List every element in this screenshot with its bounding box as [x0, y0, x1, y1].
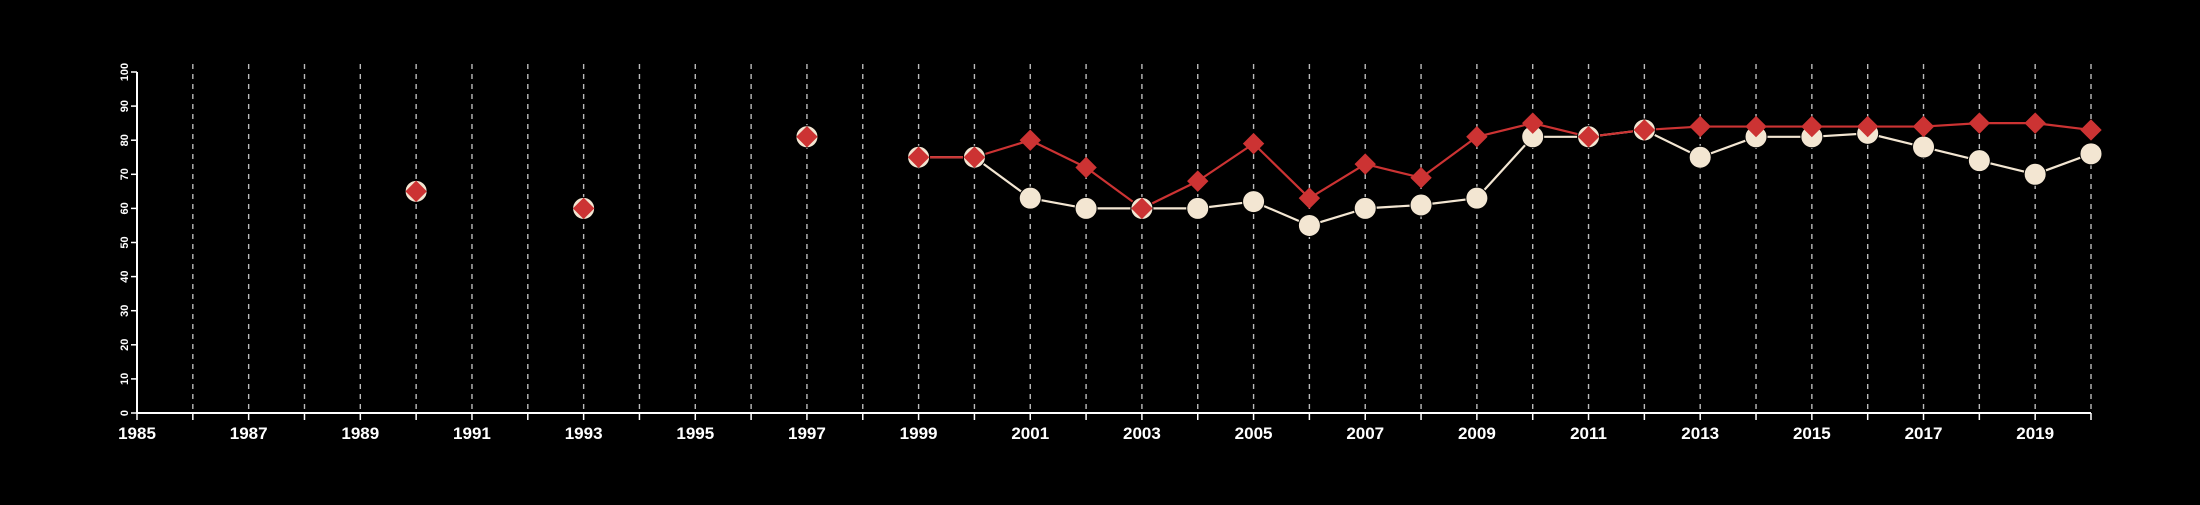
x-tick-label: 2015 — [1793, 424, 1831, 443]
y-tick-label: 60 — [119, 202, 131, 214]
data-point-diamond — [1522, 112, 1544, 134]
x-tick-label: 1987 — [230, 424, 268, 443]
data-point-diamond — [963, 146, 986, 168]
y-tick-label: 40 — [119, 270, 131, 282]
y-tick-label: 20 — [119, 339, 131, 351]
data-point-diamond — [572, 197, 595, 220]
data-point-circle — [1688, 145, 1712, 169]
series-line-segment — [1476, 136, 1534, 199]
series-line-segment — [1420, 135, 1478, 179]
data-point-diamond — [1410, 167, 1432, 189]
data-point-diamond — [1745, 115, 1767, 138]
x-tick-label: 1991 — [453, 424, 491, 443]
data-point-diamond — [2024, 112, 2046, 134]
x-tick-label: 1989 — [341, 424, 379, 443]
x-tick-label: 1985 — [118, 424, 156, 443]
series-line-segment — [1252, 142, 1311, 199]
x-tick-label: 2011 — [1570, 424, 1607, 443]
data-point-circle — [1409, 193, 1433, 217]
data-point-diamond — [1242, 132, 1265, 155]
data-point-diamond — [1856, 115, 1879, 138]
data-point-circle — [2079, 142, 2103, 166]
x-tick-label: 2017 — [1905, 424, 1943, 443]
data-point-diamond — [1298, 187, 1321, 209]
data-point-circle — [1465, 186, 1489, 210]
y-tick-label: 100 — [119, 63, 131, 81]
y-tick-label: 80 — [119, 134, 131, 146]
data-point-diamond — [1633, 119, 1656, 141]
y-tick-label: 0 — [119, 410, 131, 416]
series-line-segment — [1197, 142, 1255, 183]
data-point-diamond — [405, 180, 427, 203]
data-point-circle — [1967, 149, 1991, 173]
series-layer — [404, 112, 2103, 237]
data-point-diamond — [1019, 129, 1041, 151]
x-tick-label: 1995 — [676, 424, 714, 443]
data-point-diamond — [796, 126, 818, 148]
y-tick-label: 10 — [119, 373, 131, 385]
x-tick-label: 2005 — [1235, 424, 1273, 443]
series-line-segment — [1085, 166, 1143, 210]
data-point-diamond — [1689, 115, 1711, 138]
grid-layer — [192, 64, 2092, 413]
x-tick-label: 1999 — [900, 424, 938, 443]
y-tick-label: 90 — [119, 100, 131, 112]
data-point-circle — [1018, 186, 1042, 210]
data-point-diamond — [1968, 112, 1991, 134]
y-tick-label: 30 — [119, 305, 131, 317]
x-tick-label: 2009 — [1458, 424, 1496, 443]
y-tick-label: 70 — [119, 168, 131, 180]
data-point-circle — [1074, 196, 1098, 220]
x-tick-label: 1993 — [565, 424, 603, 443]
data-point-diamond — [1354, 153, 1376, 175]
data-point-diamond — [2080, 119, 2102, 141]
series-line-segment — [1308, 163, 1366, 200]
y-tick-label: 50 — [119, 236, 131, 248]
data-point-diamond — [1131, 197, 1153, 220]
data-point-circle — [1242, 190, 1266, 214]
data-point-circle — [1912, 135, 1936, 159]
x-tick-label: 1997 — [788, 424, 826, 443]
x-tick-label: 2019 — [2016, 424, 2054, 443]
x-tick-label: 2013 — [1681, 424, 1719, 443]
series-line-segment — [1364, 163, 1422, 179]
data-point-diamond — [1577, 126, 1600, 148]
data-point-diamond — [1466, 126, 1488, 148]
data-point-diamond — [907, 146, 930, 168]
x-tick-label: 2007 — [1346, 424, 1384, 443]
data-point-circle — [1297, 213, 1321, 237]
x-tick-label: 2003 — [1123, 424, 1161, 443]
x-tick-label: 2001 — [1011, 424, 1049, 443]
data-point-circle — [1353, 196, 1377, 220]
data-point-diamond — [1075, 156, 1097, 179]
data-point-diamond — [1801, 115, 1823, 138]
series-line-segment — [1476, 122, 1533, 138]
data-point-circle — [1186, 196, 1210, 220]
data-point-circle — [2023, 162, 2047, 186]
series-line-segment — [1029, 139, 1087, 169]
data-point-diamond — [1912, 115, 1935, 138]
data-point-diamond — [1187, 170, 1209, 192]
axes-layer: 0 10 20 30 40 50 60 70 80 90 100 1985 1987 1989 1991 19… — [118, 63, 2092, 443]
series-line-segment — [973, 156, 1031, 200]
